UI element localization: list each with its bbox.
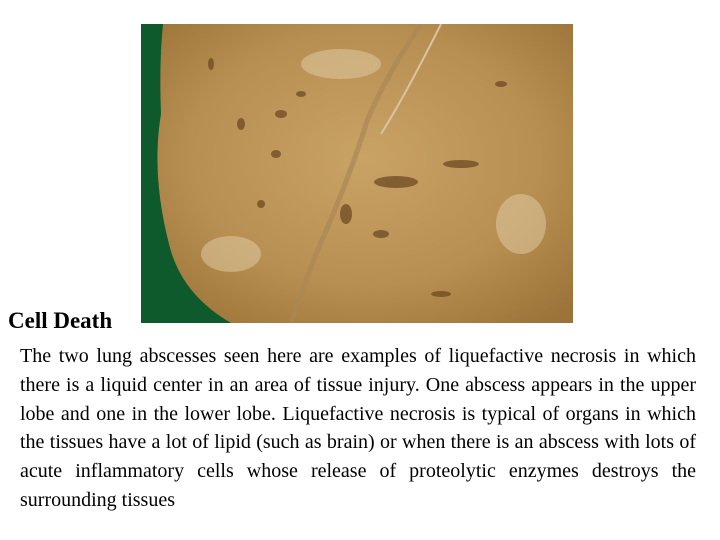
slide-body: The two lung abscesses seen here are exa…: [20, 345, 696, 511]
highlights: [201, 49, 546, 272]
lung-tissue: [157, 24, 573, 323]
fissure-edge: [380, 24, 442, 135]
abscess-spots: [208, 58, 507, 297]
slide-title: Cell Death: [8, 308, 113, 333]
lung-photo: [141, 24, 573, 323]
fissure: [288, 24, 424, 323]
